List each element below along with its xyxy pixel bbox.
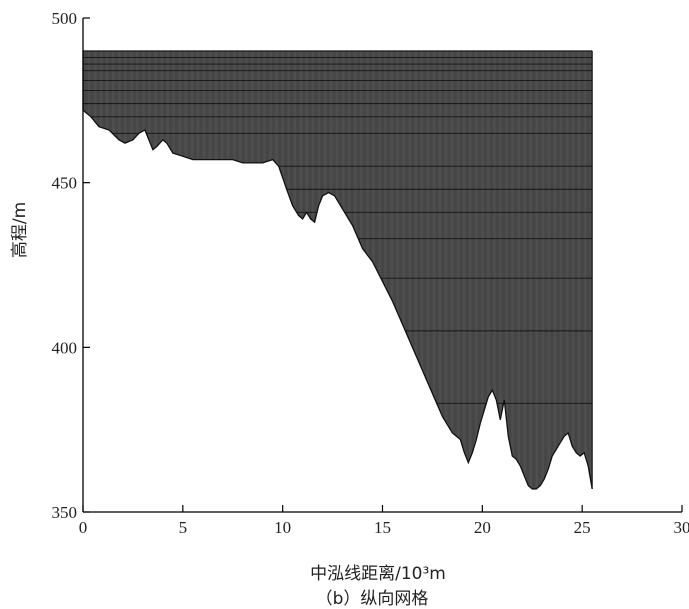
chart-caption: （b）纵向网格	[316, 589, 429, 609]
riverbed-line	[82, 109, 593, 490]
x-tick-label: 30	[674, 518, 689, 537]
x-axis-title: 中泓线距离/10³m	[310, 564, 446, 584]
y-tick-label: 500	[52, 9, 78, 28]
x-tick-label: 0	[79, 518, 88, 537]
x-tick-label: 25	[574, 518, 591, 537]
y-tick-label: 350	[52, 503, 78, 522]
y-tick-label: 400	[52, 338, 78, 357]
x-tick-label: 10	[274, 518, 291, 537]
tick-labels: 0 5 10 15 20 25 30 350 400 450 500	[52, 9, 689, 537]
y-axis-title: 高程/m	[10, 202, 30, 258]
y-tick-label: 450	[52, 174, 78, 193]
vertical-grid-lines	[82, 50, 593, 489]
x-tick-label: 5	[179, 518, 188, 537]
mesh-domain	[82, 50, 593, 490]
x-tick-label: 15	[374, 518, 391, 537]
horizontal-layer-lines	[83, 57, 593, 404]
axes	[82, 17, 683, 513]
domain-fill	[83, 50, 593, 489]
x-tick-label: 20	[474, 518, 491, 537]
